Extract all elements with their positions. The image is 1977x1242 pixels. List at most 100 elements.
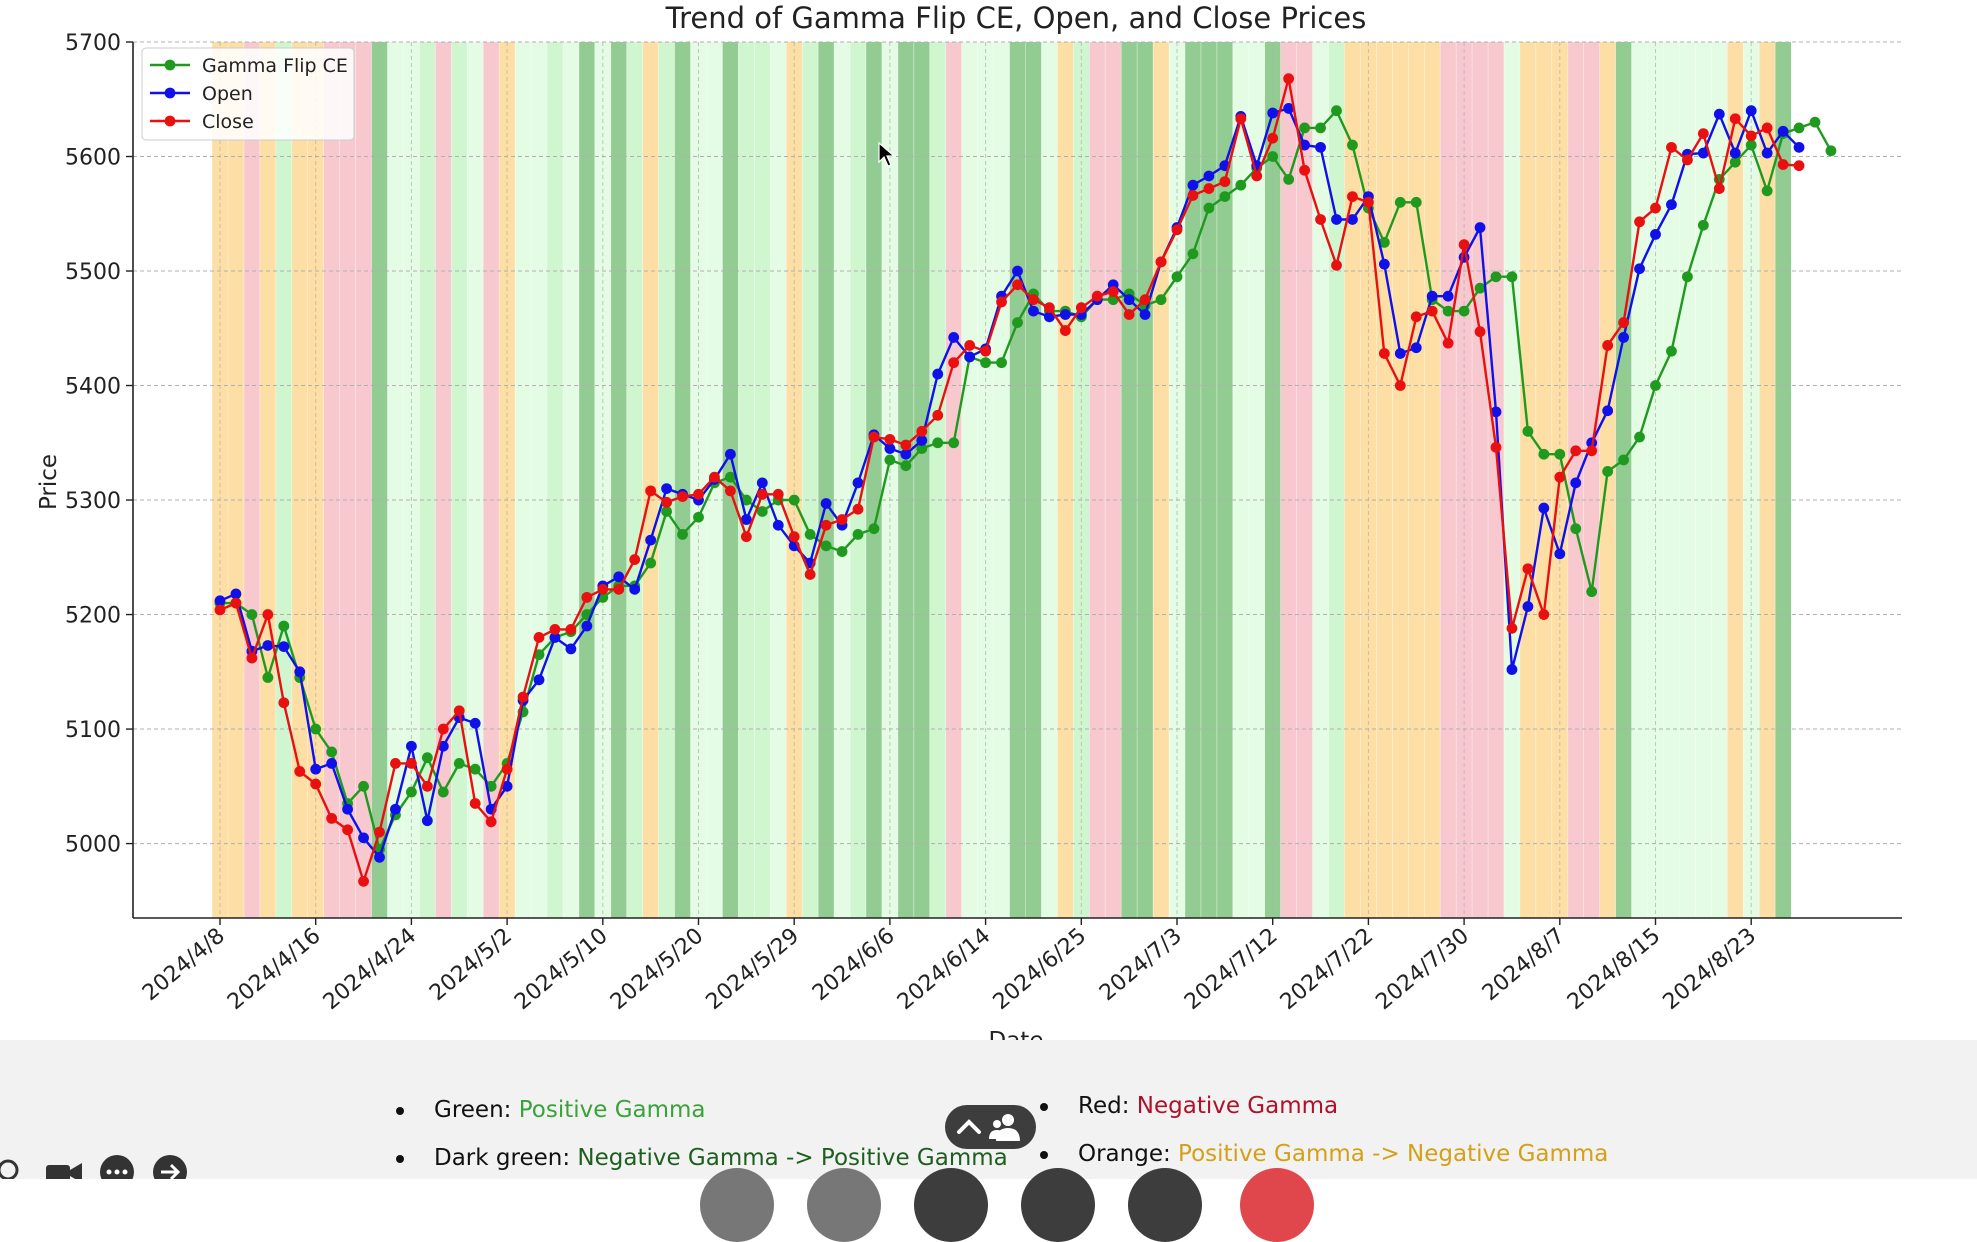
control-button-2[interactable] — [807, 1168, 881, 1242]
band-44 — [913, 42, 930, 918]
data-point — [1490, 271, 1502, 283]
band-72 — [1360, 42, 1377, 918]
band-1 — [227, 42, 244, 918]
band-19 — [515, 42, 532, 918]
data-point — [1347, 214, 1358, 225]
band-48 — [977, 42, 994, 918]
legend-label: Close — [202, 111, 254, 133]
data-point — [1761, 185, 1773, 197]
footer-prefix: Red: — [1078, 1093, 1130, 1119]
data-point — [916, 435, 928, 446]
data-point — [661, 506, 672, 517]
band-21 — [546, 42, 563, 918]
data-point — [788, 494, 800, 506]
x-tick-label: 2024/8/15 — [1563, 923, 1665, 1015]
data-point — [1235, 179, 1247, 191]
data-point — [1458, 305, 1470, 317]
band-56 — [1105, 42, 1122, 918]
data-point — [1044, 311, 1055, 323]
band-62 — [1200, 42, 1217, 918]
data-point — [1586, 586, 1598, 598]
control-button-1[interactable] — [700, 1168, 774, 1242]
band-68 — [1296, 42, 1313, 918]
data-point — [1059, 309, 1071, 320]
data-point — [1634, 431, 1645, 443]
x-tick-label: 2024/5/2 — [425, 923, 517, 1006]
x-tick-label: 2024/4/8 — [138, 923, 230, 1006]
footer-prefix: Green: — [434, 1097, 512, 1123]
x-axis-label: Date — [989, 1028, 1044, 1040]
background-bands — [211, 42, 1792, 918]
data-point — [996, 296, 1007, 308]
data-point — [804, 569, 816, 580]
share-arrow-icon[interactable] — [153, 1155, 187, 1179]
band-20 — [531, 42, 547, 918]
data-point — [1171, 224, 1183, 236]
data-point — [1650, 202, 1661, 214]
search-icon[interactable] — [0, 1159, 19, 1179]
data-point — [1570, 445, 1582, 457]
data-point — [1155, 256, 1167, 268]
data-point — [1650, 380, 1661, 391]
end-call-button[interactable] — [1240, 1168, 1314, 1242]
meeting-toolbar-toggle[interactable] — [945, 1105, 1036, 1149]
control-button-3[interactable] — [914, 1168, 988, 1242]
data-point — [358, 780, 369, 792]
band-12 — [403, 42, 420, 918]
data-point — [964, 351, 976, 363]
data-point — [437, 786, 449, 798]
chart-title: Trend of Gamma Flip CE, Open, and Close … — [665, 1, 1367, 35]
band-82 — [1519, 42, 1536, 918]
data-point — [852, 477, 864, 489]
data-point — [1299, 139, 1310, 151]
data-point — [740, 531, 752, 543]
band-83 — [1535, 42, 1552, 918]
band-79 — [1472, 42, 1489, 918]
band-96 — [1743, 42, 1760, 918]
camera-icon[interactable] — [46, 1163, 82, 1179]
band-66 — [1264, 42, 1281, 918]
band-6 — [307, 42, 324, 918]
data-point — [1634, 263, 1645, 275]
data-point — [1506, 622, 1518, 634]
data-point — [836, 514, 848, 525]
band-97 — [1759, 42, 1776, 918]
data-point — [1442, 337, 1454, 349]
data-point — [1267, 151, 1279, 162]
data-point — [533, 674, 545, 686]
data-point — [1618, 454, 1629, 466]
data-point — [788, 531, 800, 543]
data-point — [1697, 147, 1709, 159]
data-point — [900, 439, 912, 451]
x-tick-label: 2024/7/30 — [1371, 923, 1473, 1015]
x-tick-label: 2024/4/16 — [223, 923, 325, 1015]
data-point — [677, 528, 688, 540]
x-tick-label: 2024/4/24 — [319, 923, 421, 1015]
band-90 — [1647, 42, 1664, 918]
data-point — [1187, 179, 1199, 191]
x-tick-label: 2024/5/29 — [702, 923, 804, 1015]
band-47 — [961, 42, 978, 918]
data-point — [1203, 202, 1215, 214]
control-button-4[interactable] — [1021, 1168, 1095, 1242]
band-60 — [1169, 42, 1185, 918]
data-point — [1554, 471, 1566, 483]
more-options-icon[interactable] — [100, 1155, 134, 1179]
data-point — [884, 443, 896, 454]
data-point — [1777, 159, 1789, 170]
y-tick-label: 5300 — [65, 489, 121, 514]
chevron-up-icon — [957, 1119, 981, 1134]
data-point — [836, 546, 848, 557]
data-point — [1410, 311, 1422, 323]
data-point — [1682, 271, 1693, 283]
data-point — [629, 583, 641, 595]
legend-label: Gamma Flip CE — [202, 55, 348, 77]
data-point — [1410, 196, 1422, 208]
data-point — [613, 571, 625, 583]
band-54 — [1073, 42, 1090, 918]
band-91 — [1663, 42, 1680, 918]
control-button-5[interactable] — [1128, 1168, 1202, 1242]
data-point — [1315, 141, 1326, 153]
data-point — [1283, 174, 1295, 185]
data-point — [1012, 279, 1023, 291]
